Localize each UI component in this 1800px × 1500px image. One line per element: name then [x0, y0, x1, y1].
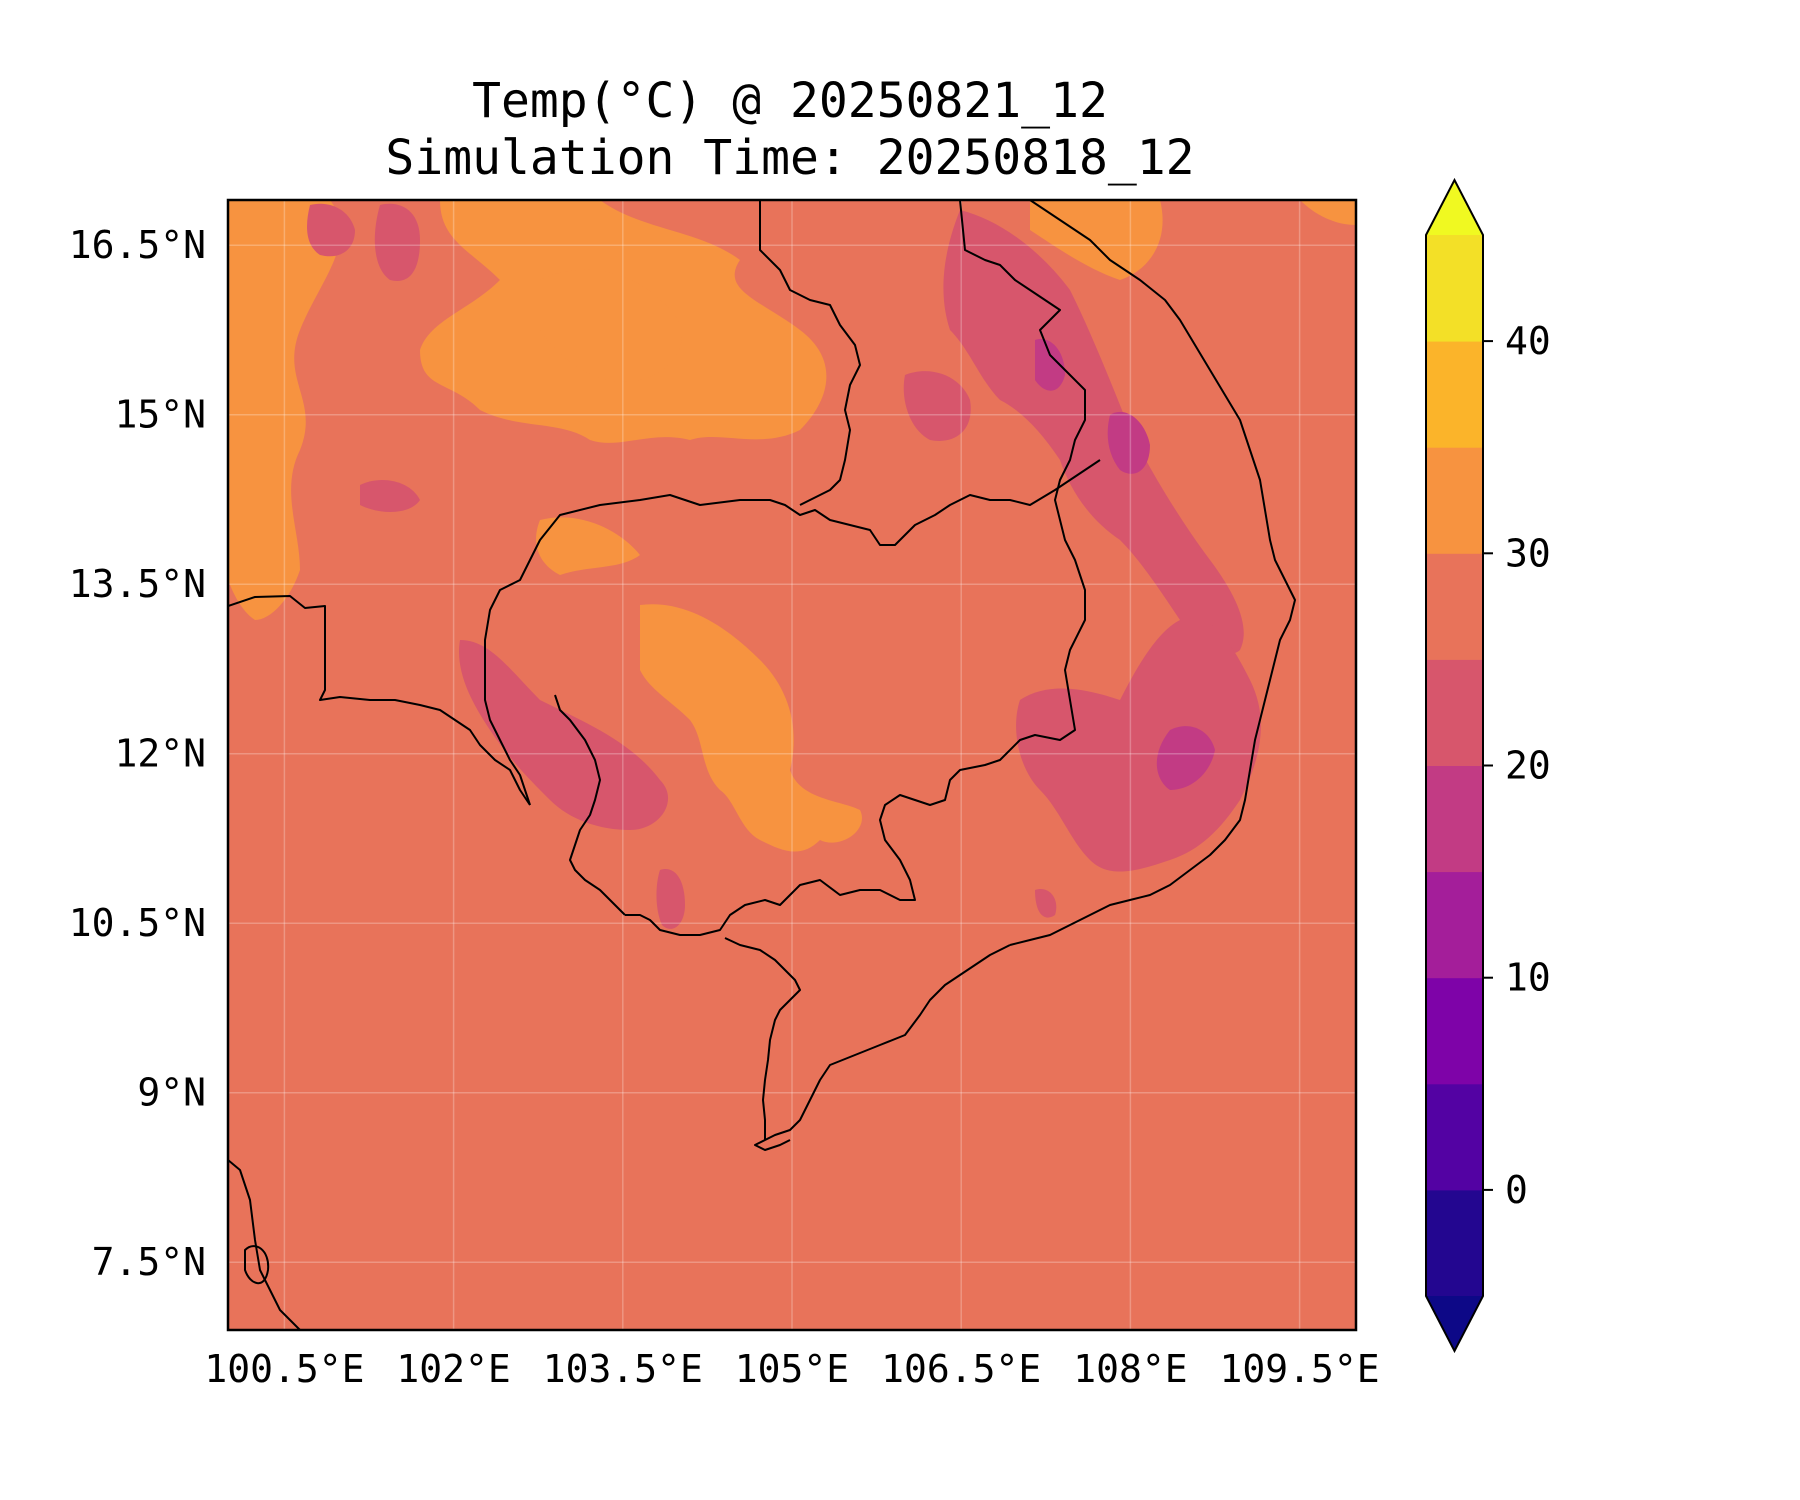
- map-title: Temp(°C) @ 20250821_12: [472, 73, 1108, 129]
- colorbar-outline: [1425, 177, 1484, 1354]
- lon-tick-label: 105°E: [735, 1347, 849, 1391]
- map-subtitle: Simulation Time: 20250818_12: [385, 130, 1194, 186]
- cool-region-west-cardamom: [459, 640, 669, 830]
- colorbar-tick-label: 20: [1505, 744, 1551, 788]
- colorbar-tick-label: 40: [1505, 319, 1551, 363]
- lat-tick-label: 15°N: [114, 393, 206, 437]
- gulf-island: [244, 1245, 270, 1285]
- lat-tick-label: 7.5°N: [92, 1240, 206, 1284]
- cold-region-northeast-a: [1035, 339, 1065, 391]
- colorbar-under-extension: [1426, 1296, 1483, 1351]
- colorbar-tick-label: 30: [1505, 531, 1551, 575]
- warm-region-far-northeast: [1300, 200, 1356, 225]
- warm-region-northeast-corner: [1030, 200, 1163, 280]
- lat-tick-label: 10.5°N: [69, 901, 206, 945]
- cambodia-south-coast: [554, 694, 626, 916]
- lat-tick-label: 16.5°N: [69, 223, 206, 267]
- lat-tick-label: 13.5°N: [69, 562, 206, 606]
- lon-tick-label: 108°E: [1073, 1347, 1187, 1391]
- warm-region-northwest: [228, 200, 341, 620]
- cool-region-south-small: [656, 869, 685, 929]
- cool-region-north-west-b: [374, 203, 420, 281]
- cool-region-east-highlands: [1016, 618, 1261, 872]
- colorbar-tick-label: 0: [1505, 1168, 1528, 1212]
- colorbar: 0 10 20 30 40: [1425, 177, 1551, 1354]
- cool-region-north-west-a: [307, 203, 355, 257]
- latitude-tick-labels: 16.5°N 15°N 13.5°N 12°N 10.5°N 9°N 7.5°N: [69, 223, 206, 1284]
- malay-peninsula-coast: [228, 1159, 301, 1330]
- laos-thailand-mekong: [759, 200, 861, 506]
- cool-region-northeast-plateau: [943, 210, 1244, 654]
- colorbar-level: [1426, 765, 1483, 873]
- cool-region-east-small: [903, 371, 971, 441]
- cambodia-north-border: [484, 459, 1101, 806]
- lat-tick-label: 12°N: [114, 732, 206, 776]
- colorbar-level: [1426, 447, 1483, 554]
- mekong-delta-west-coast: [724, 937, 801, 1140]
- colorbar-level: [1426, 977, 1483, 1085]
- cool-region-coast-small: [1035, 889, 1057, 918]
- lon-tick-label: 100.5°E: [204, 1347, 364, 1391]
- colorbar-level: [1426, 553, 1483, 660]
- colorbar-level: [1426, 659, 1483, 766]
- longitude-tick-labels: 100.5°E 102°E 103.5°E 105°E 106.5°E 108°E 109.…: [204, 1347, 1379, 1391]
- warm-region-central: [640, 604, 862, 852]
- laos-vietnam-border: [625, 200, 1086, 936]
- lon-tick-label: 106.5°E: [881, 1347, 1041, 1391]
- mekong-delta-coast: [754, 944, 1011, 1151]
- cool-region-lake: [360, 480, 420, 512]
- lat-tick-label: 9°N: [137, 1071, 206, 1115]
- warm-region-north-east: [540, 269, 682, 382]
- colorbar-over-extension: [1426, 180, 1483, 235]
- map-frame: [226, 198, 1358, 1332]
- colorbar-level: [1426, 1189, 1483, 1297]
- colorbar-level: [1426, 341, 1483, 448]
- colorbar-tick-label: 10: [1505, 956, 1551, 1000]
- cold-region-northeast-b: [1107, 411, 1150, 474]
- colorbar-level: [1426, 235, 1483, 342]
- vietnam-east-coast: [1009, 200, 1296, 946]
- map-panel: [226, 198, 1358, 1332]
- cold-region-east-a: [1156, 726, 1215, 790]
- warm-region-upper-central: [536, 517, 640, 575]
- thailand-cambodia-border: [228, 595, 531, 806]
- lon-tick-label: 109.5°E: [1220, 1347, 1380, 1391]
- coastlines-and-borders: [228, 200, 1296, 1330]
- colorbar-level: [1426, 871, 1483, 979]
- lon-tick-label: 103.5°E: [543, 1347, 703, 1391]
- lon-tick-label: 102°E: [396, 1347, 510, 1391]
- colorbar-level: [1426, 1083, 1483, 1191]
- temperature-contours: [228, 200, 1356, 929]
- gridlines: [228, 200, 1356, 1330]
